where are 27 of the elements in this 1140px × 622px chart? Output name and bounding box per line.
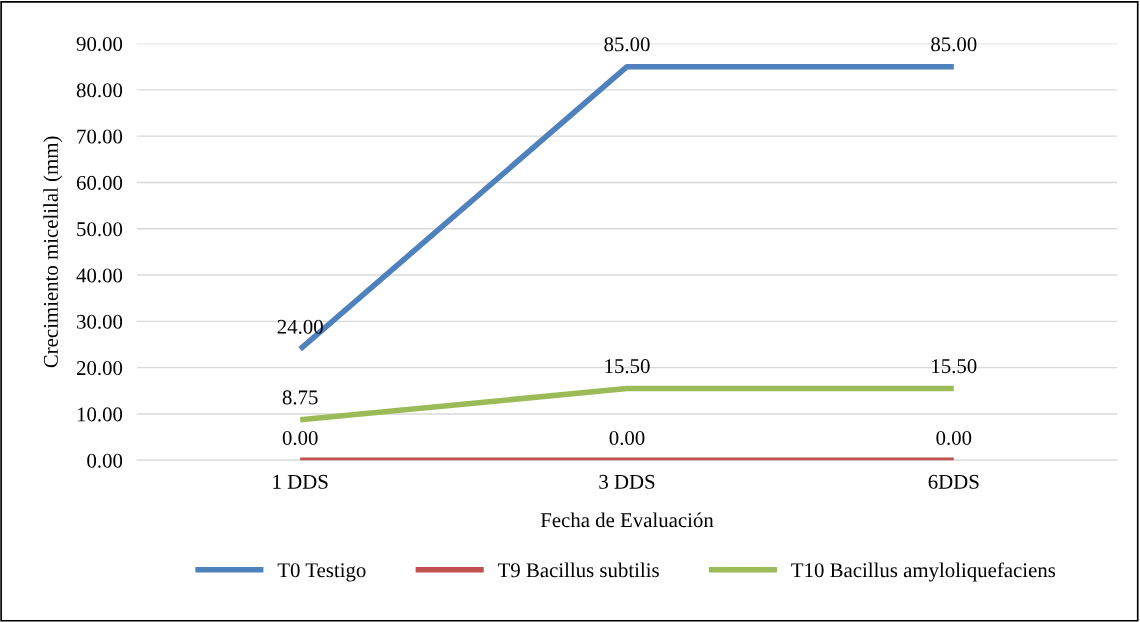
x-axis-title: Fecha de Evaluación: [540, 512, 714, 528]
y-tick-label: 70.00: [77, 129, 123, 144]
y-tick-label: 60.00: [76, 175, 123, 190]
x-tick-label: 6DDS: [928, 474, 979, 489]
y-tick-label: 90.00: [76, 36, 123, 52]
data-label: 85.00: [604, 37, 650, 52]
data-label: 15.50: [605, 359, 650, 374]
legend-label: T0 Testigo: [277, 563, 366, 582]
y-tick-label: 40.00: [76, 268, 123, 283]
data-label: 0.00: [936, 430, 972, 446]
x-tick-label: 3 DDS: [599, 474, 655, 489]
legend-label: T10 Bacillus amyloliquefaciens: [791, 562, 1056, 582]
legend-label: T9 Bacillus subtilis: [497, 562, 659, 578]
y-tick-label: 10.00: [77, 407, 123, 422]
y-tick-label: 30.00: [77, 314, 123, 329]
y-tick-label: 20.00: [76, 361, 123, 376]
data-label: 0.00: [282, 430, 318, 446]
data-label: 24.00: [277, 319, 323, 334]
x-tick-label: 1 DDS: [273, 474, 328, 489]
data-label: 8.75: [282, 390, 318, 405]
y-tick-label: 80.00: [76, 83, 123, 98]
data-label: 0.00: [609, 430, 645, 446]
y-axis-title: Crecimiento micelilal (mm): [43, 136, 63, 368]
y-tick-label: 50.00: [77, 222, 123, 237]
data-label: 85.00: [931, 37, 977, 52]
data-label: 15.50: [932, 359, 977, 374]
y-tick-label: 0.00: [87, 453, 123, 468]
